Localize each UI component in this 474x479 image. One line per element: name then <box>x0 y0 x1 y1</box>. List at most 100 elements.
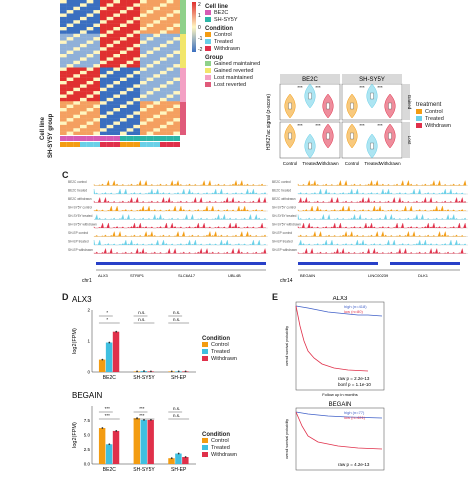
y-axis-label: log2(FPM) <box>72 328 78 354</box>
sig-label: * <box>106 317 108 322</box>
heatmap-cell <box>60 77 67 82</box>
heatmap-cell <box>80 128 87 132</box>
heatmap-cell <box>133 16 141 21</box>
heatmap-cell <box>166 47 174 51</box>
heatmap-cell <box>126 74 134 78</box>
heatmap-cell <box>173 121 180 126</box>
heatmap-cell <box>126 60 134 65</box>
legend-title-cell-line: Cell line <box>205 4 229 10</box>
data-point <box>101 427 104 429</box>
heatmap-cell <box>73 20 81 24</box>
violin-box <box>308 142 312 150</box>
heatmap-cell <box>100 64 107 68</box>
heatmap-cell <box>113 47 121 51</box>
bar <box>140 419 147 464</box>
heatmap-cell <box>160 40 167 45</box>
track-label: SH-SY5Y control <box>272 206 296 210</box>
heatmap-cell <box>120 54 127 58</box>
km-legend-high: high (n=77) <box>344 410 365 415</box>
heatmap-cell <box>173 40 180 45</box>
heatmap-cell <box>66 87 74 92</box>
km-raw-p: raw p = 2.2e-13 <box>338 376 370 381</box>
signal-track <box>93 222 267 229</box>
x-tick: Treated <box>364 161 380 166</box>
heatmap-cell <box>133 54 141 58</box>
heatmap-cell <box>160 54 167 58</box>
heatmap-cell <box>106 81 114 85</box>
heatmap-cell <box>66 118 74 122</box>
heatmap-cell <box>160 131 167 135</box>
bar <box>168 458 175 464</box>
heatmap-cell <box>100 60 107 65</box>
bar <box>98 428 106 464</box>
heatmap-cell <box>173 27 180 31</box>
heatmap-cell <box>160 30 167 34</box>
heatmap-cell <box>60 67 67 72</box>
heatmap-cell <box>86 40 94 45</box>
condition-strip <box>86 142 94 147</box>
heatmap-cell <box>93 114 101 119</box>
heatmap-cell <box>106 118 114 122</box>
heatmap-cell <box>106 70 114 75</box>
violin-box <box>370 142 374 150</box>
heatmap-cell <box>166 60 174 65</box>
km-bonf-p: bonf p = 1.1e-10 <box>338 382 371 387</box>
heatmap-cell <box>93 111 101 115</box>
heatmap-cell <box>146 108 154 112</box>
legend-item: Control <box>416 109 451 116</box>
heatmap-cell <box>126 13 134 18</box>
heatmap-cell <box>166 0 174 4</box>
heatmap-cell <box>153 87 161 92</box>
panel-a: Cell line SH-SY5Y group 2 1 0 -1 -2 Cell… <box>0 0 260 170</box>
gene-label: BEGAIN <box>300 273 315 278</box>
heatmap-cell <box>120 108 127 112</box>
signal-track <box>94 213 267 220</box>
heatmap-cell <box>126 30 134 34</box>
gene-label: UBL4B <box>228 273 241 278</box>
heatmap-cell <box>60 20 67 24</box>
heatmap-cell <box>133 111 141 115</box>
heatmap-cell <box>60 43 67 48</box>
heatmap-cell <box>80 84 87 88</box>
heatmap-cell <box>86 64 94 68</box>
heatmap-cell <box>106 50 114 55</box>
heatmap-cell <box>140 124 147 129</box>
heatmap-cell <box>140 10 147 14</box>
heatmap-cell <box>60 0 67 4</box>
track-label: SH-EP control <box>272 231 292 235</box>
heatmap-cell <box>60 84 67 88</box>
heatmap-cell <box>66 77 74 82</box>
heatmap-cell <box>146 23 154 28</box>
sig-label: *** <box>139 413 145 418</box>
heatmap-cell <box>113 118 121 122</box>
heatmap-cell <box>80 111 87 115</box>
heatmap-cell <box>80 57 87 61</box>
heatmap-cell <box>73 70 81 75</box>
heatmap-cell <box>66 84 74 88</box>
heatmap-cell <box>73 128 81 132</box>
track-label: SH-SY5Y withdrawn <box>68 223 97 227</box>
heatmap-cell <box>86 10 94 14</box>
heatmap-cell <box>140 104 147 109</box>
heatmap-cell <box>73 0 81 4</box>
heatmap-cell <box>160 121 167 126</box>
heatmap-cell <box>86 104 94 109</box>
heatmap-cell <box>120 13 127 18</box>
heatmap-cell <box>86 37 94 41</box>
heatmap-cell <box>93 87 101 92</box>
heatmap-cell <box>93 64 101 68</box>
heatmap-cell <box>146 30 154 34</box>
heatmap-cell <box>173 64 180 68</box>
heatmap-cell <box>133 104 141 109</box>
heatmap-cell <box>106 108 114 112</box>
heatmap-cell <box>160 6 167 11</box>
x-tick-label: BE2C <box>103 375 116 381</box>
heatmap-cell <box>153 57 161 61</box>
heatmap-cell <box>120 81 127 85</box>
heatmap-cell <box>120 64 127 68</box>
x-tick-label: BE2C <box>103 467 116 473</box>
heatmap-cell <box>140 77 147 82</box>
heatmap-cell <box>113 131 121 135</box>
heatmap-cell <box>166 13 174 18</box>
heatmap-cell <box>160 84 167 88</box>
